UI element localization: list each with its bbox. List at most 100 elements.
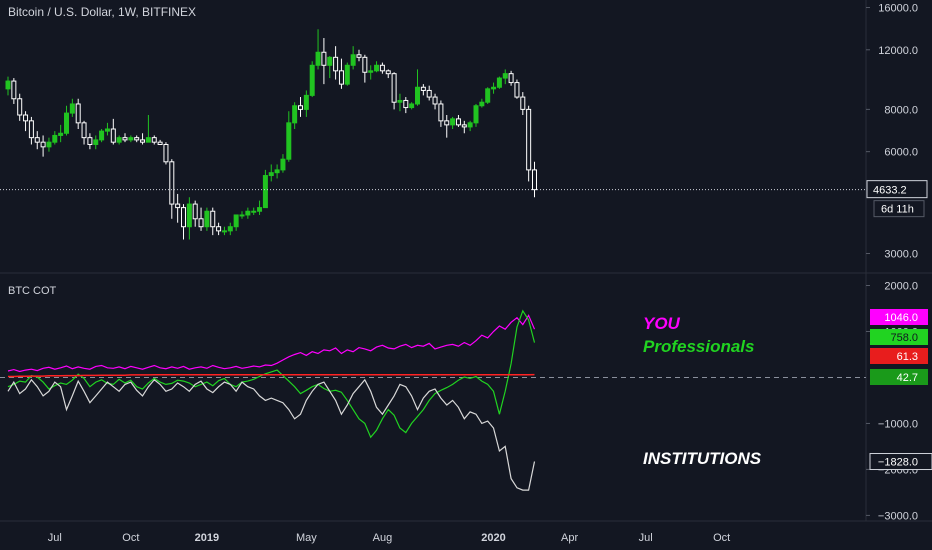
candle-body — [93, 139, 99, 145]
institutions-value-box — [869, 453, 932, 471]
candle-body — [268, 172, 274, 177]
you-value-label: 1046.0 — [884, 312, 918, 324]
candle-body — [508, 73, 514, 84]
cot-tick-label: −1000.0 — [878, 418, 918, 430]
candle-body — [379, 64, 385, 72]
cot-tick-label: 2000.0 — [884, 280, 918, 292]
candle-body — [5, 80, 11, 90]
red-value-label-box — [870, 348, 928, 364]
candle-body — [438, 103, 444, 122]
countdown-label: 6d 11h — [881, 204, 914, 216]
cot-tick-label: −3000.0 — [878, 510, 918, 522]
red-series-line — [8, 373, 535, 378]
candle-body — [157, 141, 163, 145]
candle-body — [40, 141, 46, 148]
extra-value-label-box — [870, 369, 928, 385]
x-tick-label: May — [296, 532, 317, 544]
candle-body — [151, 137, 157, 143]
candle-body — [69, 103, 75, 114]
candle-body — [233, 214, 239, 228]
candle-body — [204, 210, 210, 228]
x-tick-label: Oct — [122, 532, 139, 544]
x-tick-label: Apr — [561, 532, 578, 544]
candle-body — [210, 210, 216, 228]
candle-body — [122, 137, 128, 141]
candle-body — [262, 175, 268, 209]
price-tick-label: 16000.0 — [878, 3, 918, 15]
x-tick-label: Oct — [713, 532, 730, 544]
candle-body — [338, 70, 344, 85]
candle-body — [257, 207, 263, 212]
candle-body — [532, 169, 537, 191]
candle-body — [280, 158, 286, 171]
candle-body — [321, 51, 327, 66]
red-value-label: 61.3 — [897, 351, 918, 363]
candle-body — [455, 118, 461, 126]
candle-body — [415, 86, 420, 105]
x-tick-label: Aug — [373, 532, 393, 544]
candle-body — [426, 89, 432, 98]
candle-body — [52, 134, 58, 143]
candle-body — [116, 137, 122, 143]
candle-body — [420, 86, 426, 91]
x-tick-label: Jul — [48, 532, 62, 544]
annotation-you: YOU — [643, 314, 680, 333]
candle-body — [409, 103, 415, 109]
candle-body — [99, 130, 105, 141]
candle-body — [485, 88, 491, 103]
candle-body — [198, 218, 204, 228]
candle-body — [17, 98, 23, 116]
countdown-box — [873, 200, 925, 218]
candle-body — [181, 207, 186, 228]
candle-body — [239, 214, 245, 217]
candle-body — [221, 230, 227, 233]
candle-body — [461, 124, 467, 128]
extra-value-label: 42.7 — [897, 372, 918, 384]
candle-body — [110, 128, 116, 143]
price-tick-label: 6000.0 — [884, 147, 918, 159]
candle-body — [227, 226, 233, 232]
candle-body — [192, 203, 198, 220]
candle-body — [175, 203, 181, 209]
professionals-value-label-box — [870, 329, 928, 345]
price-tick-label: 12000.0 — [878, 45, 918, 57]
candle-body — [526, 108, 532, 171]
candle-body — [520, 96, 526, 110]
x-tick-label: 2019 — [195, 532, 219, 544]
candle-body — [327, 56, 333, 66]
candle-body — [274, 169, 280, 174]
annotation-institutions: INSTITUTIONS — [643, 449, 762, 468]
you-value-label-box — [870, 309, 928, 325]
candle-body — [251, 210, 257, 213]
candle-body — [385, 70, 391, 75]
candle-body — [397, 99, 403, 103]
candle-body — [356, 54, 362, 58]
candle-body — [245, 210, 251, 216]
x-tick-label: Jul — [639, 532, 653, 544]
candle-body — [479, 101, 485, 107]
candle-body — [444, 120, 450, 126]
candle-body — [315, 51, 321, 66]
candle-body — [491, 86, 497, 90]
professionals-value-label: 758.0 — [890, 332, 918, 344]
chart-title: Bitcoin / U.S. Dollar, 1W, BITFINEX — [8, 5, 197, 19]
candle-body — [104, 128, 110, 132]
candle-body — [163, 143, 169, 163]
candle-body — [309, 64, 315, 96]
candle-body — [216, 226, 222, 232]
candle-body — [81, 122, 87, 139]
candle-body — [134, 137, 140, 141]
candle-body — [502, 73, 508, 79]
candle-body — [75, 103, 81, 124]
annotation-professionals: Professionals — [643, 337, 755, 356]
candle-body — [450, 118, 456, 126]
candle-body — [11, 80, 17, 100]
candle-body — [34, 137, 40, 143]
last-price-box — [866, 180, 928, 199]
institutions-value-label: −1828.0 — [878, 457, 918, 469]
candle-body — [467, 122, 473, 128]
candle-body — [374, 64, 380, 72]
price-tick-label: 3000.0 — [884, 249, 918, 261]
candle-body — [403, 99, 409, 109]
